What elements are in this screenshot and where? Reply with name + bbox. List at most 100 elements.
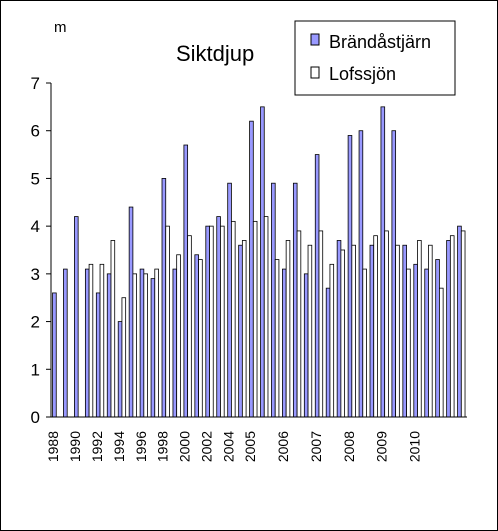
- x-tick-label: 2010: [406, 431, 422, 462]
- bar-brandastjarn: [194, 254, 199, 418]
- bar-lofssjon: [88, 263, 94, 418]
- bar-lofssjon: [143, 273, 148, 418]
- bar-lofssjon: [351, 244, 356, 418]
- y-tick-label: 3: [31, 265, 40, 284]
- x-tick-label: 2009: [374, 431, 390, 462]
- bar-brandastjarn: [183, 144, 189, 418]
- bar-brandastjarn: [358, 130, 364, 418]
- bar-lofssjon: [296, 230, 302, 418]
- x-tick-label: 2007: [308, 431, 324, 462]
- y-tick-label: 0: [31, 408, 40, 427]
- bar-brandastjarn: [391, 130, 397, 418]
- bar-brandastjarn: [369, 244, 375, 418]
- bar-brandastjarn: [380, 106, 386, 418]
- bar-brandastjarn: [106, 273, 112, 418]
- x-tick-label: 2004: [220, 431, 236, 462]
- bar-brandastjarn: [303, 273, 309, 418]
- bar-brandastjarn: [347, 135, 353, 418]
- bar-brandastjarn: [446, 240, 451, 418]
- bar-lofssjon: [132, 273, 138, 418]
- bar-brandastjarn: [161, 178, 167, 418]
- bar-lofssjon: [428, 244, 433, 418]
- bar-brandastjarn: [128, 206, 134, 418]
- bar-lofssjon: [406, 268, 411, 418]
- bar-lofssjon: [241, 240, 247, 418]
- y-tick-label: 4: [31, 217, 40, 236]
- bar-brandastjarn: [117, 321, 123, 418]
- bar-brandastjarn: [282, 268, 287, 418]
- bar-brandastjarn: [205, 225, 210, 418]
- x-tick-label: 2006: [275, 431, 291, 462]
- bar-lofssjon: [165, 225, 170, 418]
- bar-lofssjon: [460, 230, 466, 418]
- bar-lofssjon: [154, 268, 159, 418]
- bar-lofssjon: [395, 244, 400, 418]
- bar-lofssjon: [329, 263, 335, 418]
- bar-brandastjarn: [402, 244, 407, 418]
- x-tick-label: 1990: [67, 431, 83, 462]
- bar-brandastjarn: [172, 268, 178, 418]
- x-tick-label: 2005: [242, 431, 258, 462]
- bar-lofssjon: [121, 297, 127, 418]
- y-tick-label: 5: [31, 169, 40, 188]
- bar-lofssjon: [318, 230, 324, 418]
- bar-brandastjarn: [457, 225, 462, 418]
- bar-lofssjon: [384, 230, 389, 418]
- bar-brandastjarn: [84, 268, 90, 418]
- bar-lofssjon: [220, 225, 225, 418]
- bar-lofssjon: [373, 235, 378, 418]
- chart-title: Siktdjup: [176, 41, 254, 66]
- bar-brandastjarn: [52, 292, 57, 418]
- bar-lofssjon: [99, 263, 105, 418]
- x-tick-label: 1992: [89, 431, 105, 462]
- y-tick-label: 2: [31, 313, 40, 332]
- bar-lofssjon: [209, 225, 214, 418]
- legend-swatch-lofssjon: [310, 66, 320, 79]
- x-tick-label: 2000: [177, 431, 193, 462]
- bar-lofssjon: [176, 254, 181, 418]
- bar-lofssjon: [362, 268, 367, 418]
- bar-brandastjarn: [139, 268, 145, 418]
- bar-brandastjarn: [413, 263, 418, 418]
- x-tick-label: 1988: [45, 431, 61, 462]
- bar-lofssjon: [252, 220, 258, 418]
- x-tick-label: 2002: [198, 431, 214, 462]
- bar-lofssjon: [439, 287, 444, 418]
- bar-brandastjarn: [63, 268, 68, 418]
- bar-brandastjarn: [336, 240, 342, 418]
- bar-lofssjon: [340, 249, 346, 418]
- bars-group: [52, 106, 466, 418]
- bar-lofssjon: [110, 240, 116, 418]
- unit-label: m: [54, 19, 67, 36]
- bar-brandastjarn: [227, 182, 232, 418]
- bar-lofssjon: [449, 235, 455, 418]
- bar-brandastjarn: [325, 287, 331, 418]
- bar-brandastjarn: [238, 244, 243, 418]
- legend-label-lofssjon: Lofssjön: [329, 64, 396, 84]
- y-axis: 0 1 2 3 4 5 6 7: [31, 74, 52, 427]
- x-tick-label: 1996: [133, 431, 149, 462]
- bar-lofssjon: [198, 259, 203, 418]
- bar-brandastjarn: [249, 120, 254, 418]
- y-tick-label: 6: [31, 122, 40, 141]
- bar-lofssjon: [274, 259, 280, 418]
- legend-box: [294, 20, 456, 96]
- x-tick-label: 1994: [111, 431, 127, 462]
- y-tick-label: 1: [31, 360, 40, 379]
- x-axis: 1988 1990 1992 1994 1996 1998 2000 2002 2004 2005…: [45, 416, 467, 462]
- bar-brandastjarn: [150, 278, 156, 418]
- bar-brandastjarn: [95, 292, 101, 418]
- bar-brandastjarn: [292, 182, 298, 418]
- bar-lofssjon: [187, 235, 192, 418]
- bar-lofssjon: [417, 240, 422, 418]
- legend-label-brandastjarn: Brändåstjärn: [329, 32, 431, 52]
- bar-lofssjon: [307, 244, 313, 418]
- x-tick-label: 1998: [155, 431, 171, 462]
- bar-brandastjarn: [74, 216, 79, 418]
- bar-lofssjon: [231, 220, 236, 418]
- x-tick-label: 2008: [341, 431, 357, 462]
- bar-brandastjarn: [314, 154, 320, 418]
- legend: Brändåstjärn Lofssjön: [294, 20, 456, 96]
- bar-lofssjon: [263, 216, 269, 418]
